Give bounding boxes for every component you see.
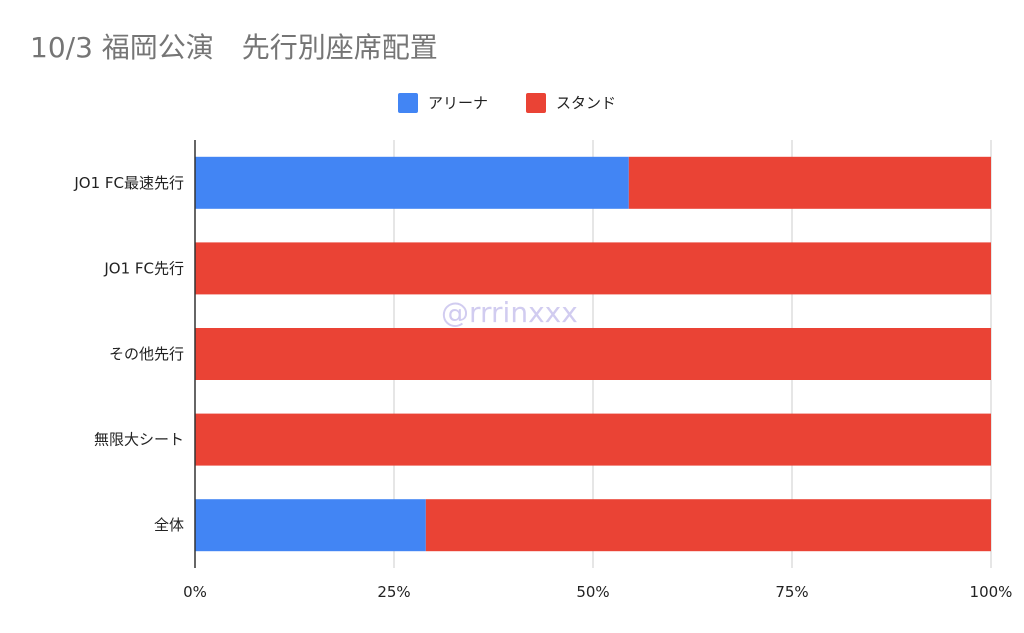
bar-segment-arena (195, 499, 426, 552)
legend: アリーナ スタンド (0, 92, 1024, 116)
bar-segment-stand (425, 499, 992, 552)
legend-swatch-stand (526, 92, 546, 113)
category-label: JO1 FC先行 (103, 259, 184, 277)
bar-segment-arena (195, 156, 629, 209)
watermark: @rrrinxxx (441, 296, 578, 329)
legend-label-arena: アリーナ (428, 94, 489, 112)
legend-label-stand: スタンド (556, 94, 617, 112)
category-label: 無限大シート (94, 431, 184, 449)
bar-segment-stand (195, 242, 991, 295)
category-label: 全体 (154, 516, 184, 534)
category-label: その他先行 (109, 345, 184, 363)
x-tick-label: 75% (775, 583, 808, 601)
x-tick-label: 50% (576, 583, 609, 601)
x-tick-label: 25% (377, 583, 410, 601)
legend-swatch-arena (398, 92, 418, 113)
bar-segment-stand (195, 413, 991, 466)
x-tick-label: 100% (970, 583, 1013, 601)
legend-item-arena: アリーナ (398, 92, 488, 113)
bar-segment-stand (195, 328, 991, 380)
x-tick-label: 0% (183, 583, 207, 601)
bar-segment-stand (628, 156, 991, 209)
chart-title: 10/3 福岡公演 先行別座席配置 (30, 31, 438, 64)
category-label: JO1 FC最速先行 (73, 174, 184, 192)
legend-item-stand: スタンド (526, 92, 616, 113)
